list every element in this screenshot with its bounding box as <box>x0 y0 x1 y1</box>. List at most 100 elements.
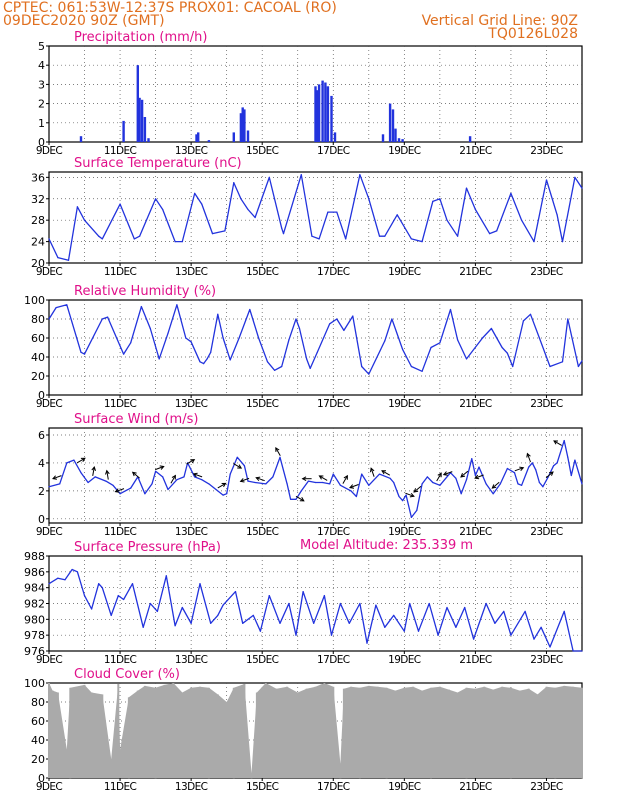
data-point <box>210 622 212 624</box>
wind-vector <box>413 485 422 493</box>
data-point <box>405 494 407 496</box>
precip-bar <box>143 117 147 142</box>
data-point <box>572 650 574 652</box>
x-tick-label: 23DEC <box>530 781 563 793</box>
cloud-bar <box>56 692 59 778</box>
data-point <box>73 459 75 461</box>
panel-frame <box>48 299 583 396</box>
data-point <box>345 238 347 240</box>
data-point <box>402 500 404 502</box>
data-point <box>329 323 331 325</box>
data-point <box>119 203 121 205</box>
wind-vector <box>526 452 531 463</box>
cloud-bar <box>286 686 289 778</box>
y-tick-label: 60 <box>31 715 45 728</box>
precip-bar <box>79 136 83 142</box>
cloud-bar <box>492 689 495 778</box>
data-point <box>474 208 476 211</box>
wind-vector-head <box>105 469 110 475</box>
cloud-bar <box>199 686 201 778</box>
cloud-bar <box>190 687 193 779</box>
data-point <box>428 602 430 605</box>
wind-vector <box>318 475 328 481</box>
cloud-bar <box>536 694 539 778</box>
data-point <box>432 481 434 484</box>
cloud-bar <box>143 685 146 778</box>
data-point <box>322 481 324 484</box>
precip-bar <box>246 130 250 142</box>
data-point <box>330 634 333 636</box>
data-point <box>66 462 68 464</box>
data-point <box>272 476 274 478</box>
data-point <box>473 638 475 640</box>
panel-title: Relative Humidity (%) <box>74 284 216 299</box>
y-tick-label: 984 <box>24 582 45 595</box>
precip-bar <box>321 80 324 142</box>
wind-vector-head <box>114 488 120 493</box>
x-tick-label: 9DEC <box>36 398 63 410</box>
x-tick-label: 19DEC <box>388 654 421 666</box>
cloud-bar <box>117 684 120 778</box>
data-point <box>181 606 183 609</box>
data-point <box>201 479 203 481</box>
data-point <box>329 483 331 485</box>
x-tick-label: 19DEC <box>388 398 421 410</box>
data-point <box>430 346 432 349</box>
cloud-bar <box>563 685 566 778</box>
data-point <box>222 494 224 496</box>
data-point <box>215 488 217 491</box>
data-point <box>279 622 281 624</box>
x-tick-label: 9DEC <box>36 526 63 538</box>
panel-frame <box>48 555 583 652</box>
cloud-bar <box>518 690 521 778</box>
cloud-bar <box>438 686 441 778</box>
data-point <box>538 337 541 339</box>
data-point <box>384 626 386 628</box>
x-tick-label: 11DEC <box>104 781 137 793</box>
cloud-bar <box>581 687 583 779</box>
data-point <box>416 509 418 511</box>
y-tick-label: 978 <box>24 629 45 642</box>
data-point <box>366 642 368 644</box>
precip-bar <box>401 139 404 142</box>
x-tick-label: 13DEC <box>175 266 208 278</box>
cloud-bar <box>572 686 575 778</box>
y-tick-label: 0 <box>38 513 45 526</box>
data-point <box>76 571 78 573</box>
x-tick-label: 13DEC <box>175 781 208 793</box>
precip-bar <box>314 86 317 142</box>
data-point <box>298 327 301 330</box>
wind-vector-head <box>349 484 355 489</box>
wind-vector-head <box>131 471 137 477</box>
precip-bar <box>239 113 243 142</box>
data-point <box>254 481 256 484</box>
data-point <box>247 480 249 482</box>
precip-bar <box>330 95 333 142</box>
wind-vector-shaft <box>170 475 176 484</box>
y-tick-label: 80 <box>31 313 45 326</box>
data-point <box>98 235 100 237</box>
y-tick-label: 24 <box>31 236 45 249</box>
data-point <box>281 365 283 368</box>
panel-title: Precipitation (mm/h) <box>74 30 207 45</box>
wind-vector <box>217 482 227 489</box>
wind-vector <box>275 446 281 456</box>
data-point <box>471 458 473 460</box>
header-station: CPTEC: 061:53W-12:37S PROX01: CACOAL (RO… <box>3 0 337 16</box>
data-point <box>155 198 157 200</box>
data-point <box>316 351 318 353</box>
precipitation-panel: 0 1 2 3 4 5 9DEC 11DEC 13DEC 15DEC 17DEC 19DEC 21DEC… <box>36 30 583 157</box>
data-point <box>174 241 176 243</box>
data-point <box>455 626 457 628</box>
data-point <box>206 358 208 360</box>
cloud-bar <box>394 690 397 778</box>
wind-vector-head <box>275 446 280 452</box>
data-point <box>201 203 203 205</box>
data-point <box>167 332 169 334</box>
data-point <box>57 577 59 579</box>
data-point <box>247 208 249 211</box>
cloud-bar <box>474 688 477 778</box>
wind-vector-head <box>343 474 348 480</box>
wind-vector-shaft <box>436 472 442 482</box>
wind-vector <box>349 484 359 489</box>
